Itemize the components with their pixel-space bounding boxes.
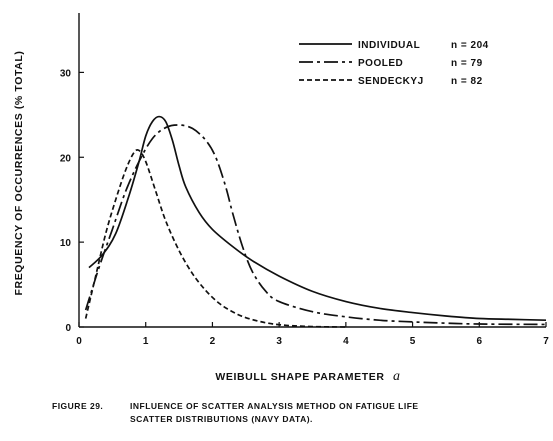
x-axis-title-text: WEIBULL SHAPE PARAMETER <box>215 371 384 383</box>
legend-label-individual: INDIVIDUAL <box>358 40 420 51</box>
x-tick-label-6: 6 <box>477 336 483 347</box>
figure-caption-text-1: INFLUENCE OF SCATTER ANALYSIS METHOD ON … <box>130 401 419 411</box>
x-tick-label-1: 1 <box>143 336 149 347</box>
x-tick-label-0: 0 <box>76 336 82 347</box>
figure-caption-label: FIGURE 29. <box>52 401 103 411</box>
legend-label-pooled: POOLED <box>358 58 403 69</box>
y-axis-title: FREQUENCY OF OCCURRENCES (% TOTAL) <box>13 51 25 296</box>
x-tick-label-5: 5 <box>410 336 416 347</box>
y-tick-label-10: 10 <box>60 238 72 249</box>
figure-caption-line-1: FIGURE 29. INFLUENCE OF SCATTER ANALYSIS… <box>52 401 419 411</box>
x-tick-label-7: 7 <box>543 336 549 347</box>
legend-count-sendeckyj: n = 82 <box>451 76 483 87</box>
x-axis-parameter-symbol: a <box>393 369 401 384</box>
legend: INDIVIDUAL n = 204 POOLED n = 79 SENDECKYJ n … <box>299 40 489 87</box>
series-line-sendeckyj <box>84 148 346 328</box>
figure-caption-line-2: SCATTER DISTRIBUTIONS (NAVY DATA). <box>130 414 313 424</box>
y-tick-label-0: 0 <box>65 323 71 334</box>
x-tick-label-2: 2 <box>210 336 216 347</box>
series-line-pooled <box>84 124 547 326</box>
legend-count-individual: n = 204 <box>451 40 489 51</box>
series-line-individual <box>88 115 547 322</box>
y-tick-label-30: 30 <box>60 68 72 79</box>
series <box>84 115 547 328</box>
ticks: 0 1 2 3 4 5 6 7 0 10 20 30 <box>60 68 549 347</box>
x-axis-title: WEIBULL SHAPE PARAMETER a <box>215 369 400 384</box>
y-tick-label-20: 20 <box>60 153 72 164</box>
legend-label-sendeckyj: SENDECKYJ <box>358 76 424 87</box>
x-tick-label-3: 3 <box>276 336 282 347</box>
legend-count-pooled: n = 79 <box>451 58 483 69</box>
x-tick-label-4: 4 <box>343 336 349 347</box>
